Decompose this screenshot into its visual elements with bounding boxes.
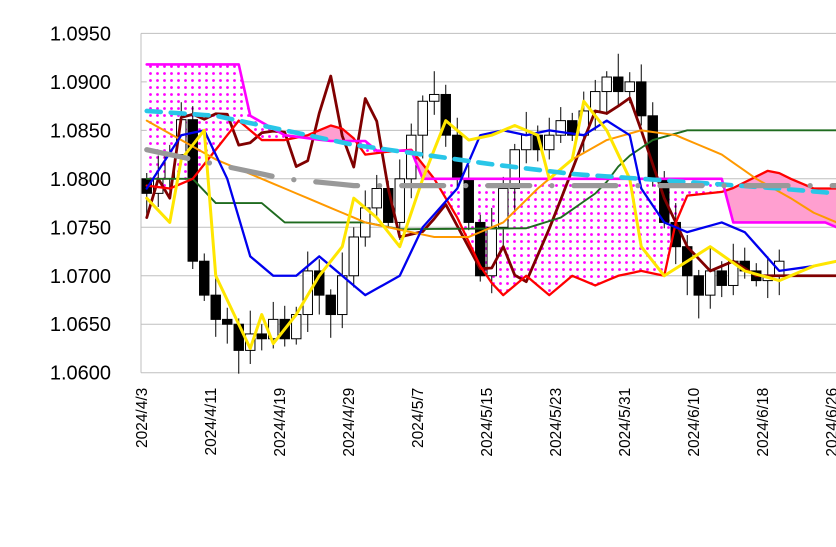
svg-text:1.0600: 1.0600 [50,363,111,385]
svg-text:1.0950: 1.0950 [50,23,111,45]
svg-text:2024/5/23: 2024/5/23 [548,388,565,457]
svg-text:2024/4/29: 2024/4/29 [341,388,358,457]
svg-text:2024/6/26: 2024/6/26 [824,388,836,457]
svg-text:2024/5/7: 2024/5/7 [410,388,427,448]
svg-text:2024/5/31: 2024/5/31 [617,388,634,457]
svg-text:2024/4/3: 2024/4/3 [134,388,151,448]
svg-text:1.0900: 1.0900 [50,72,111,94]
svg-text:1.0750: 1.0750 [50,217,111,239]
svg-text:2024/5/15: 2024/5/15 [479,388,496,457]
svg-text:2024/4/11: 2024/4/11 [203,388,220,456]
svg-text:2024/6/10: 2024/6/10 [686,387,703,456]
svg-text:1.0650: 1.0650 [50,314,111,336]
svg-text:1.0700: 1.0700 [50,266,111,288]
svg-text:2024/6/18: 2024/6/18 [755,388,772,457]
svg-text:1.0850: 1.0850 [50,120,111,142]
svg-text:2024/4/19: 2024/4/19 [272,388,289,457]
svg-text:1.0800: 1.0800 [50,169,111,191]
